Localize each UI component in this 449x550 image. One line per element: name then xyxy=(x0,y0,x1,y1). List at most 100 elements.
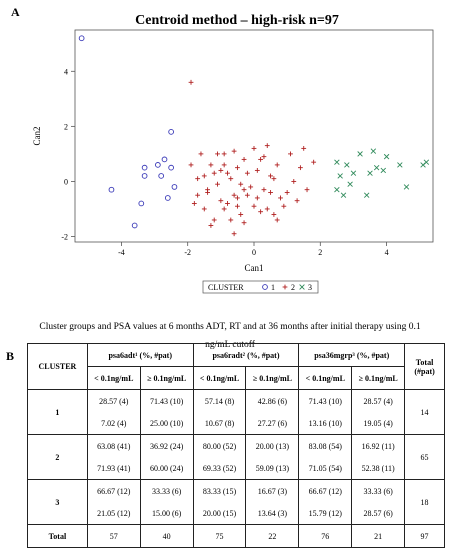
table-row: 7.02 (4) 25.00 (10) 10.67 (8) 27.27 (6) … xyxy=(28,412,445,435)
table-cell: 60.00 (24) xyxy=(139,457,194,480)
table-subheader-row: < 0.1ng/mL ≥ 0.1ng/mL < 0.1ng/mL ≥ 0.1ng… xyxy=(28,366,445,390)
group3-header: psa36mgrp³ (%, #pat) xyxy=(298,343,406,367)
cluster-2-point xyxy=(261,154,267,160)
cluster-1-point xyxy=(164,195,171,201)
psa-table: CLUSTER psa6adt¹ (%, #pat) psa6radt² (%,… xyxy=(27,343,445,548)
table-cell: 21 xyxy=(351,524,406,548)
table-cell: 66.67 (12) xyxy=(298,479,353,502)
cluster-2-point xyxy=(231,192,237,198)
cluster-2-point xyxy=(261,187,267,193)
legend-label-1: 1 xyxy=(271,283,275,292)
table-cell: 15.79 (12) xyxy=(298,502,353,525)
table-cell: 16.92 (11) xyxy=(351,434,406,457)
table-cell: 19.05 (4) xyxy=(351,412,406,435)
subheader-ge: ≥ 0.1ng/mL xyxy=(351,366,406,390)
cluster-2-point xyxy=(268,190,273,195)
cluster-2-point xyxy=(241,220,247,226)
cluster-2-point xyxy=(235,203,240,209)
cluster-1-point xyxy=(168,164,174,171)
x-tick-label: -2 xyxy=(184,248,191,257)
cluster-2-point xyxy=(231,231,237,237)
cluster-3-point xyxy=(423,159,430,165)
total-cell: 97 xyxy=(404,524,445,548)
cluster-2-point xyxy=(254,195,260,201)
table-cell: 7.02 (4) xyxy=(86,412,141,435)
subheader-ge: ≥ 0.1ng/mL xyxy=(139,366,194,390)
cluster-3-point xyxy=(347,181,353,187)
cluster-2-point xyxy=(284,190,290,195)
cluster-2-point xyxy=(274,162,280,168)
cluster-2-point xyxy=(235,195,240,201)
table-row: 3 66.67 (12) 33.33 (6) 83.33 (15) 16.67 … xyxy=(27,479,445,525)
subheader-lt: < 0.1ng/mL xyxy=(86,366,141,390)
cluster-1-point xyxy=(78,35,85,42)
table-cell: 36.92 (24) xyxy=(139,434,194,457)
table-cell: 71.93 (41) xyxy=(86,457,141,480)
cluster-2-point xyxy=(244,170,250,176)
cluster-2-point xyxy=(191,201,197,206)
cluster-2-point xyxy=(215,181,220,187)
chart-title: Centroid method – high-risk n=97 xyxy=(135,13,339,28)
cluster-cell: 3 xyxy=(27,479,88,525)
cluster-2-point xyxy=(271,176,277,182)
cluster-2-point xyxy=(294,198,300,204)
cluster-2-point xyxy=(201,206,207,212)
table-cell: 52.38 (11) xyxy=(351,457,406,480)
cluster-2-point xyxy=(291,179,297,184)
cluster-2-point xyxy=(268,173,273,179)
cluster-2-point xyxy=(311,159,317,165)
cluster-3-point xyxy=(367,170,373,176)
table-cell: 71.43 (10) xyxy=(139,389,194,412)
legend-label-2: 2 xyxy=(291,283,295,292)
legend-marker-3 xyxy=(299,284,305,290)
cluster-2-point xyxy=(251,145,257,151)
cluster-1-point xyxy=(141,164,148,171)
legend-label-3: 3 xyxy=(308,283,312,292)
cluster-1-point xyxy=(138,200,145,207)
table-cell: 33.33 (6) xyxy=(351,479,406,502)
cluster-2-point xyxy=(258,157,264,162)
cluster-2-point xyxy=(221,206,227,212)
cluster-1-point xyxy=(155,162,161,168)
subheader-ge: ≥ 0.1ng/mL xyxy=(245,366,300,390)
cluster-cell: 1 xyxy=(27,389,88,435)
table-cell: 20.00 (13) xyxy=(245,434,300,457)
table-cell: 71.43 (10) xyxy=(298,389,353,412)
cluster-3-point xyxy=(337,173,343,179)
cluster-2-point xyxy=(238,212,244,217)
table-cell: 42.86 (6) xyxy=(245,389,300,412)
cluster-2-point xyxy=(208,162,214,168)
cluster-3-point xyxy=(334,159,340,165)
cluster-1-point xyxy=(161,156,168,163)
cluster-2-point xyxy=(301,145,307,151)
table-cell: 57 xyxy=(86,524,141,548)
cluster-1-point xyxy=(158,173,165,179)
table-cell: 59.09 (13) xyxy=(245,457,300,480)
cluster-3-point xyxy=(340,192,347,198)
table-header-row: CLUSTER psa6adt¹ (%, #pat) psa6radt² (%,… xyxy=(27,343,445,390)
cluster-2-point xyxy=(215,151,220,157)
cluster-1-point xyxy=(141,173,148,179)
cluster-2-point xyxy=(235,165,240,171)
table-cell: 40 xyxy=(139,524,194,548)
cluster-2-point xyxy=(218,198,224,204)
cluster-2-point xyxy=(304,187,310,193)
subheader-lt: < 0.1ng/mL xyxy=(192,366,247,390)
table-cell: 63.08 (41) xyxy=(86,434,141,457)
cluster-2-point xyxy=(218,168,224,173)
table-cell: 28.57 (4) xyxy=(351,389,406,412)
table-cell: 28.57 (4) xyxy=(86,389,141,412)
group1-header: psa6adt¹ (%, #pat) xyxy=(86,343,194,367)
legend-marker-2 xyxy=(282,284,288,290)
legend: CLUSTER 1 2 3 xyxy=(202,280,319,294)
cluster-2-point xyxy=(241,157,247,162)
cluster-2-point xyxy=(244,192,250,198)
panel-label-a: A xyxy=(11,5,20,19)
panel-label-b: B xyxy=(6,349,15,363)
table-cell: 66.67 (12) xyxy=(86,479,141,502)
cluster-2-point xyxy=(288,151,293,157)
data-points xyxy=(78,35,430,237)
table-row: 1 28.57 (4) 71.43 (10) 57.14 (8) 42.86 (… xyxy=(27,389,445,435)
x-tick-label: 0 xyxy=(252,248,256,257)
cluster-3-point xyxy=(334,186,340,193)
